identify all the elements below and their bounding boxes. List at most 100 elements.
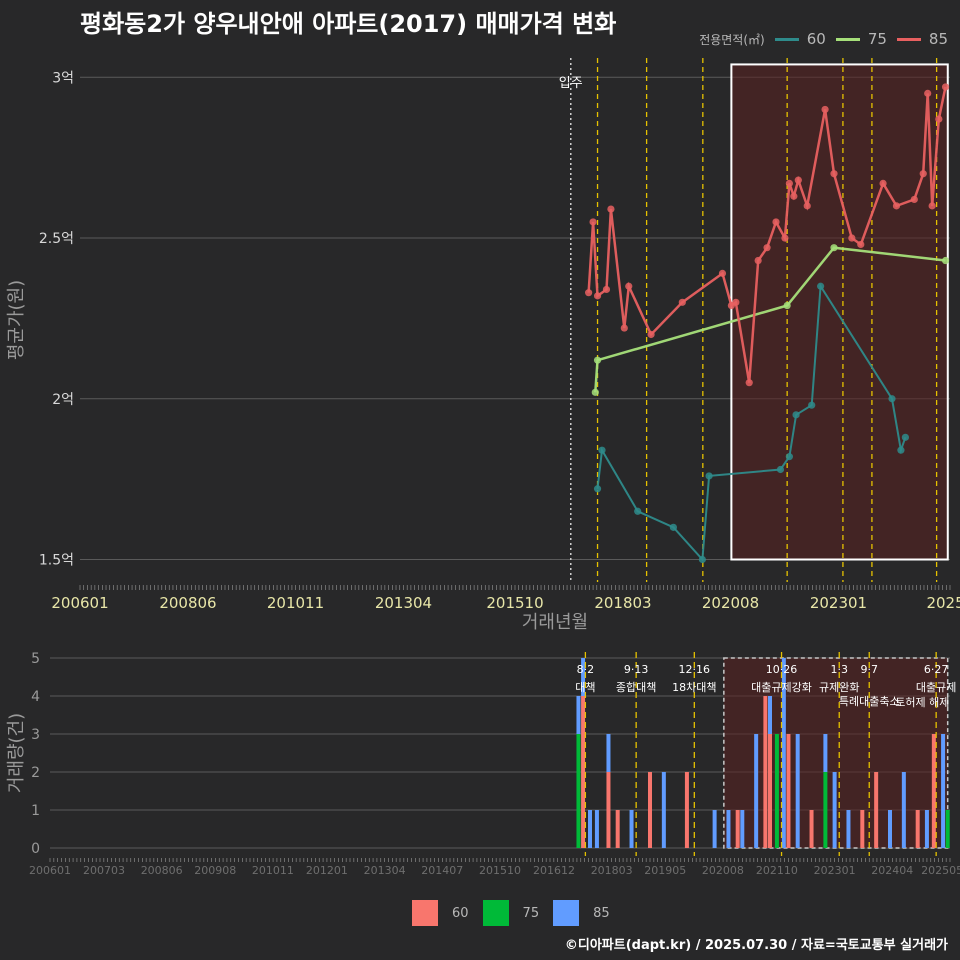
bar-x-tick-label: 202404 — [871, 864, 913, 877]
bar-legend-swatch-75 — [482, 900, 509, 926]
data-point-75 — [591, 388, 599, 396]
bar-segment — [615, 810, 620, 848]
data-point-85 — [803, 202, 811, 210]
extra-policy-label: 토허제 해제 — [895, 695, 949, 709]
data-point-60 — [598, 446, 606, 454]
data-point-85 — [593, 292, 602, 300]
bar-segment — [941, 734, 946, 848]
data-point-85 — [732, 298, 740, 306]
bar-legend-swatch-60 — [412, 900, 438, 926]
data-point-85 — [718, 269, 727, 277]
bar-segment — [740, 810, 745, 848]
bar-segment — [735, 810, 740, 848]
bar-segment — [931, 734, 936, 848]
chart-title: 평화동2가 양우내안애 아파트(2017) 매매가격 변화 — [80, 10, 617, 38]
bar-y-tick-label: 1 — [31, 803, 40, 819]
policy-label: 규제완화 — [819, 681, 859, 694]
x-axis-title: 거래년월 — [522, 612, 588, 633]
data-point-85 — [924, 89, 932, 97]
legend-swatch-60 — [774, 37, 799, 41]
bar-x-tick-label: 202505 — [921, 864, 960, 877]
bar-y-tick-label: 0 — [31, 841, 40, 857]
data-point-85 — [625, 282, 633, 290]
data-point-85 — [620, 324, 628, 332]
data-point-75 — [783, 301, 791, 310]
bar-legend-label-60: 60 — [452, 905, 469, 921]
data-point-85 — [794, 176, 802, 184]
credit-text: ©디아파트(dapt.kr) / 2025.07.30 / 자료=국토교통부 실… — [564, 938, 948, 953]
bar-legend-label-75: 75 — [522, 905, 540, 921]
bar-segment — [576, 696, 581, 734]
data-point-60 — [669, 523, 677, 531]
y-axis-title: 평균가(원) — [6, 280, 27, 360]
bar-y-tick-label: 4 — [31, 689, 40, 705]
bar-x-tick-label: 201304 — [364, 864, 406, 877]
data-point-60 — [593, 485, 602, 493]
bar-segment — [606, 772, 611, 848]
bar-segment — [915, 810, 920, 848]
legend-swatch-85 — [896, 37, 921, 41]
bar-segment — [809, 810, 814, 848]
data-point-85 — [848, 234, 856, 242]
data-point-85 — [607, 205, 615, 213]
y-tick-label: 2.5억 — [39, 231, 74, 247]
legend-label-60: 60 — [806, 30, 826, 48]
bar-segment — [860, 810, 865, 848]
bar-y-tick-label: 2 — [31, 765, 40, 781]
bar-y-axis-title: 거래량(건) — [6, 713, 27, 793]
bar-segment — [781, 658, 786, 848]
data-point-85 — [589, 218, 597, 226]
data-point-60 — [888, 395, 896, 403]
legend-label-85: 85 — [928, 30, 948, 48]
x-tick-label: 201011 — [267, 594, 324, 612]
data-point-85 — [763, 244, 771, 252]
data-point-75 — [830, 244, 838, 252]
x-tick-label: 202008 — [702, 594, 759, 612]
x-tick-label: 201510 — [486, 594, 543, 612]
bar-x-tick-label: 200806 — [141, 864, 183, 877]
data-point-60 — [634, 507, 642, 515]
x-tick-label: 2025 — [926, 594, 960, 612]
data-point-85 — [857, 240, 865, 249]
policy-label: 종합대책 — [616, 681, 656, 694]
data-point-75 — [593, 356, 602, 364]
policy-label: 대출규제강화 — [751, 681, 812, 694]
legend-label-75: 75 — [867, 30, 887, 48]
policy-date: 9·7 — [860, 663, 878, 676]
bar-segment — [581, 658, 586, 696]
bar-segment — [763, 696, 768, 848]
bar-segment — [588, 810, 592, 848]
bar-segment — [754, 734, 759, 848]
data-point-85 — [941, 83, 950, 91]
bar-segment — [648, 772, 652, 848]
data-point-85 — [928, 202, 936, 210]
bar-segment — [823, 772, 828, 848]
bar-x-tick-label: 202301 — [814, 864, 856, 877]
bar-segment — [576, 734, 581, 848]
bar-segment — [629, 810, 634, 848]
bar-x-tick-label: 201510 — [479, 864, 521, 877]
bar-segment — [888, 810, 892, 848]
move-in-label: 입주 — [559, 76, 583, 91]
data-point-85 — [772, 218, 780, 226]
y-tick-label: 1.5억 — [39, 552, 74, 568]
data-point-60 — [785, 453, 793, 461]
bar-segment — [795, 734, 800, 848]
y-tick-label: 3억 — [52, 70, 74, 86]
policy-date: 6·27 — [924, 663, 949, 676]
bar-segment — [684, 772, 689, 848]
bar-segment — [581, 696, 586, 848]
policy-date: 12·16 — [679, 663, 711, 676]
data-point-85 — [830, 170, 838, 178]
bar-x-tick-label: 200601 — [29, 864, 71, 877]
data-point-85 — [745, 379, 753, 387]
bar-segment — [945, 810, 950, 848]
y-tick-label: 2억 — [52, 392, 74, 408]
data-point-60 — [808, 401, 816, 409]
policy-date: 10·26 — [766, 663, 798, 676]
bar-segment — [846, 810, 851, 848]
data-point-60 — [776, 465, 785, 474]
bar-legend-swatch-85 — [553, 900, 580, 926]
bar-segment — [874, 772, 879, 848]
data-point-60 — [792, 411, 800, 419]
